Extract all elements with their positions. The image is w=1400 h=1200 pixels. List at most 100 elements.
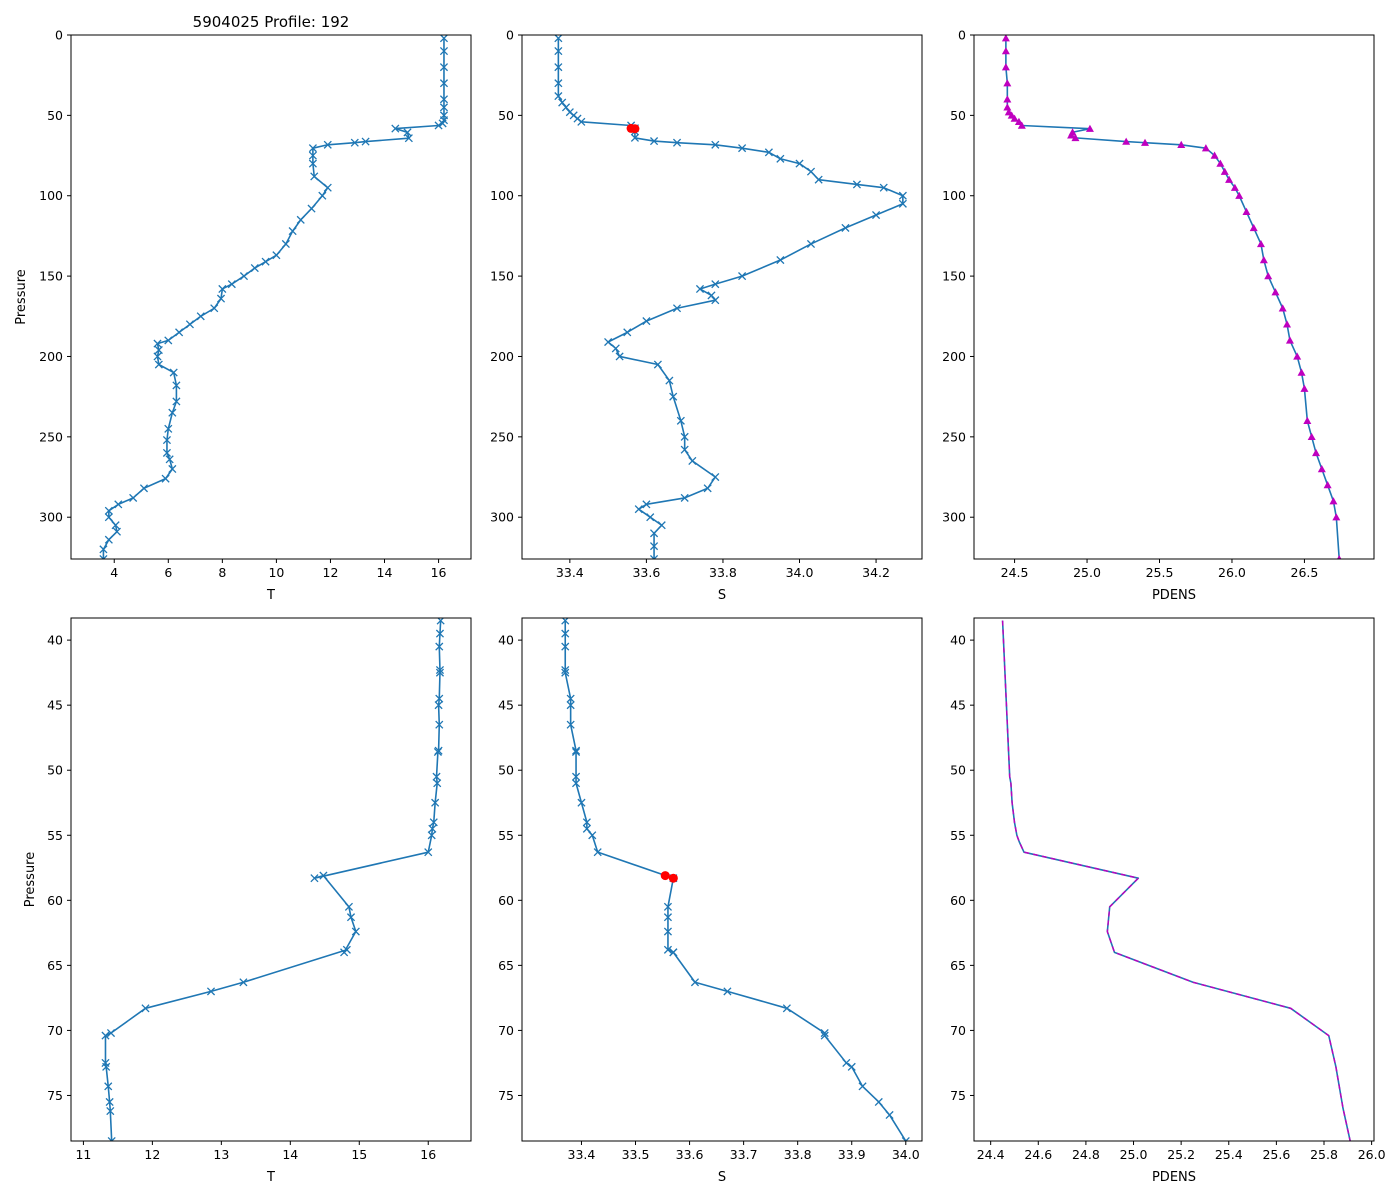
panel-bottom-s: 33.4 33.5 33.6 33.7 33.8 33.9 34.0 40 45 50 55 60 65… bbox=[498, 617, 923, 1185]
y-tick-label: 250 bbox=[39, 429, 63, 444]
data-point bbox=[272, 251, 281, 260]
data-point bbox=[435, 642, 444, 651]
data-point bbox=[642, 500, 651, 509]
data-point bbox=[1259, 256, 1268, 264]
data-point bbox=[842, 1058, 851, 1067]
data-point bbox=[439, 47, 449, 56]
data-point bbox=[711, 472, 720, 482]
data-point bbox=[428, 824, 437, 833]
data-point bbox=[261, 257, 270, 266]
data-point bbox=[319, 871, 328, 880]
data-point bbox=[1242, 207, 1251, 216]
y-tick-label: 100 bbox=[942, 188, 966, 203]
data-point bbox=[111, 521, 120, 530]
data-point bbox=[432, 772, 441, 781]
data-point bbox=[1225, 175, 1234, 183]
y-tick-label: 0 bbox=[958, 28, 966, 43]
y-tick-label: 50 bbox=[47, 763, 63, 778]
x-tick-label: 15 bbox=[351, 1147, 367, 1162]
y-tick-label: 45 bbox=[498, 698, 514, 713]
x-tick-label: 25.2 bbox=[1167, 1147, 1195, 1162]
data-point bbox=[318, 191, 327, 200]
data-point bbox=[404, 134, 413, 143]
y-tick-label: 45 bbox=[47, 698, 63, 713]
data-point bbox=[657, 521, 666, 530]
data-point bbox=[615, 352, 624, 361]
data-point bbox=[623, 328, 632, 337]
data-point bbox=[114, 500, 123, 509]
data-point bbox=[1141, 138, 1150, 146]
data-point bbox=[106, 1028, 116, 1038]
data-point bbox=[723, 987, 732, 996]
data-point bbox=[649, 529, 659, 538]
y-tick-label: 300 bbox=[39, 510, 63, 525]
data-point bbox=[669, 948, 678, 957]
data-point bbox=[680, 445, 689, 454]
y-tick-label: 70 bbox=[47, 1023, 63, 1038]
data-point bbox=[104, 1082, 113, 1091]
data-point bbox=[554, 79, 563, 88]
data-point bbox=[164, 424, 173, 433]
x-tick-label: 6 bbox=[164, 565, 172, 580]
x-tick-label: 12 bbox=[323, 565, 339, 580]
data-point bbox=[1085, 124, 1094, 132]
data-point bbox=[1293, 352, 1302, 360]
x-tick-label: 26.0 bbox=[1218, 565, 1246, 580]
y-tick-label: 70 bbox=[950, 1023, 966, 1038]
data-point bbox=[323, 140, 332, 149]
data-point bbox=[433, 747, 442, 757]
y-tick-label: 70 bbox=[498, 1023, 514, 1038]
panel-top-pdens: 24.5 25.0 25.5 26.0 26.5 0 50 100 150 200 250 300 PD… bbox=[942, 28, 1375, 603]
data-point bbox=[669, 392, 678, 401]
data-point bbox=[391, 124, 400, 133]
data-point bbox=[427, 831, 436, 840]
data-point bbox=[172, 397, 181, 406]
y-tick-label: 0 bbox=[506, 28, 514, 43]
data-point bbox=[630, 133, 639, 142]
y-tick-label: 150 bbox=[39, 269, 63, 284]
data-point bbox=[239, 978, 248, 987]
data-point bbox=[106, 1107, 115, 1116]
data-point bbox=[1230, 183, 1239, 191]
data-point bbox=[431, 798, 440, 807]
data-point bbox=[342, 945, 351, 954]
data-point bbox=[566, 720, 575, 729]
data-point bbox=[1332, 513, 1341, 521]
data-point bbox=[901, 1136, 910, 1141]
data-point bbox=[1312, 448, 1321, 457]
data-point bbox=[561, 665, 570, 675]
data-point bbox=[1003, 103, 1012, 111]
plot-area bbox=[99, 35, 449, 559]
data-point bbox=[164, 336, 173, 345]
y-tick-label: 75 bbox=[950, 1088, 966, 1103]
data-point bbox=[435, 668, 445, 677]
data-point bbox=[582, 824, 591, 833]
data-point bbox=[663, 927, 673, 936]
data-point bbox=[169, 368, 178, 377]
data-point bbox=[1001, 35, 1010, 42]
data-point bbox=[1303, 416, 1312, 424]
x-tick-label: 11 bbox=[75, 1147, 91, 1162]
data-point bbox=[438, 119, 447, 128]
y-tick-label: 150 bbox=[942, 269, 966, 284]
x-tick-label: 26.0 bbox=[1358, 1147, 1386, 1162]
x-tick-label: 25.6 bbox=[1262, 1147, 1290, 1162]
x-axis-label: S bbox=[718, 1170, 726, 1185]
y-axis-label: Pressure bbox=[23, 852, 38, 908]
data-point bbox=[310, 172, 319, 181]
data-point bbox=[439, 95, 449, 104]
data-point bbox=[1235, 191, 1244, 199]
data-point bbox=[776, 255, 785, 265]
data-point bbox=[571, 772, 581, 781]
y-tick-label: 150 bbox=[490, 269, 514, 284]
data-point bbox=[350, 138, 359, 147]
data-point bbox=[885, 1110, 894, 1120]
x-axis-label: T bbox=[266, 588, 275, 603]
data-point bbox=[776, 154, 785, 163]
data-point bbox=[858, 1082, 867, 1091]
data-point bbox=[571, 779, 581, 788]
y-tick-label: 65 bbox=[950, 958, 966, 973]
data-point bbox=[434, 701, 443, 710]
data-point bbox=[439, 103, 449, 112]
